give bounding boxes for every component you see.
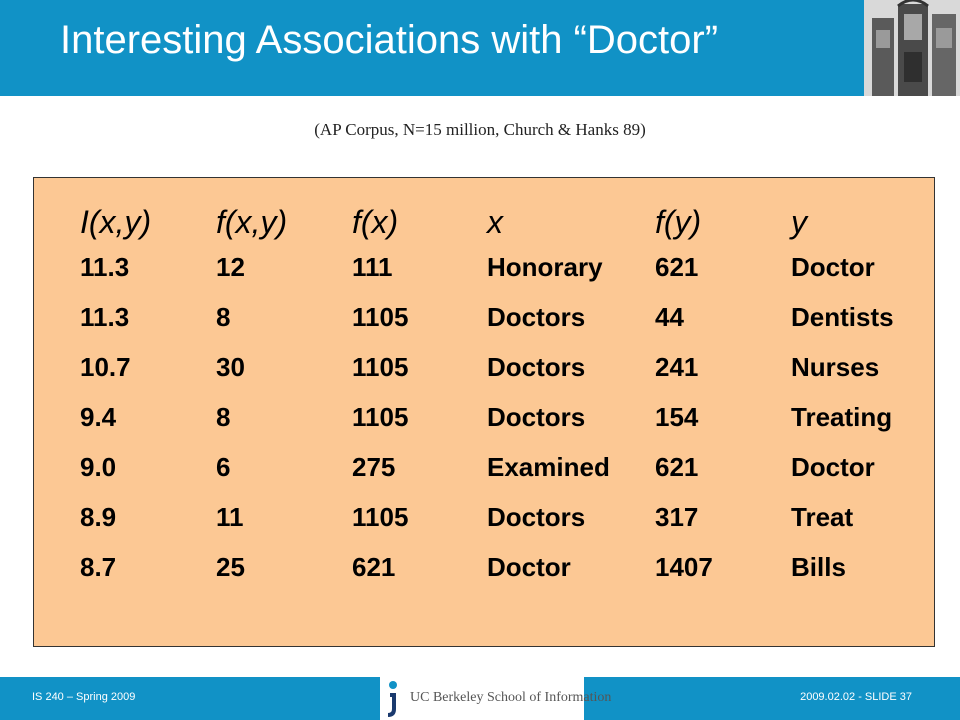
table-cell: Doctor <box>791 252 875 282</box>
table-cell: 8.7 <box>80 552 117 582</box>
building-photo-graphic <box>864 0 960 96</box>
header-y: y <box>791 204 807 240</box>
table-cell: Doctors <box>487 302 586 332</box>
table-cell: 11.3 <box>80 252 130 282</box>
header-fxy: f(x,y) <box>216 204 288 240</box>
school-logo-text: UC Berkeley School of Information <box>410 690 612 705</box>
table-cell: Treating <box>791 402 893 432</box>
building-photo <box>864 0 960 96</box>
title-bar: Interesting Associations with “Doctor” <box>0 0 864 96</box>
header-mi: I(x,y) <box>80 204 152 240</box>
table-cell: Doctors <box>487 402 586 432</box>
table-cell: 8 <box>216 302 231 332</box>
table-cell: Dentists <box>791 302 894 332</box>
table-cell: Treat <box>791 502 854 532</box>
table-cell: 1105 <box>352 352 409 382</box>
table-cell: 8 <box>216 402 231 432</box>
table-cell: 12 <box>216 252 245 282</box>
table-cell: 1105 <box>352 302 409 332</box>
table-cell: 6 <box>216 452 231 482</box>
table-cell: 1105 <box>352 402 409 432</box>
header-fy: f(y) <box>655 204 702 240</box>
school-logo: UC Berkeley School of Information <box>380 677 611 720</box>
table-cell: 621 <box>655 452 699 482</box>
slide-title: Interesting Associations with “Doctor” <box>60 18 719 62</box>
table-cell: 241 <box>655 352 699 382</box>
association-table: I(x,y) f(x,y) f(x) x f(y) y 11.3 12 111 … <box>33 177 935 647</box>
table-cell: Nurses <box>791 352 880 382</box>
table-cell: 317 <box>655 502 699 532</box>
table-cell: 25 <box>216 552 245 582</box>
table-cell: 8.9 <box>80 502 117 532</box>
table-cell: 621 <box>655 252 699 282</box>
table-cell: 44 <box>655 302 684 332</box>
table-cell: 621 <box>352 552 396 582</box>
table-cell: Doctors <box>487 502 586 532</box>
i-school-logo-icon <box>388 681 397 717</box>
header-fx: f(x) <box>352 204 399 240</box>
table-cell: Examined <box>487 452 610 482</box>
table-cell: 11.3 <box>80 302 130 332</box>
table-cell: Doctors <box>487 352 586 382</box>
table-cell: 1407 <box>655 552 713 582</box>
table-cell: 154 <box>655 402 699 432</box>
table-cell: Doctor <box>791 452 875 482</box>
table-cell: Bills <box>791 552 846 582</box>
table-cell: 30 <box>216 352 245 382</box>
table-cell: 275 <box>352 452 396 482</box>
table-cell: 9.4 <box>80 402 117 432</box>
table-cell: 10.7 <box>80 352 131 382</box>
table-cell: 9.0 <box>80 452 117 482</box>
footer-slide-number: 2009.02.02 - SLIDE 37 <box>800 691 912 703</box>
table-cell: Doctor <box>487 552 571 582</box>
footer-course: IS 240 – Spring 2009 <box>32 691 136 703</box>
table-cell: Honorary <box>487 252 603 282</box>
table-cell: 111 <box>352 252 393 282</box>
header-x: x <box>487 204 503 240</box>
slide-subtitle: (AP Corpus, N=15 million, Church & Hanks… <box>314 120 646 139</box>
table-cell: 11 <box>216 502 244 532</box>
table-cell: 1105 <box>352 502 409 532</box>
